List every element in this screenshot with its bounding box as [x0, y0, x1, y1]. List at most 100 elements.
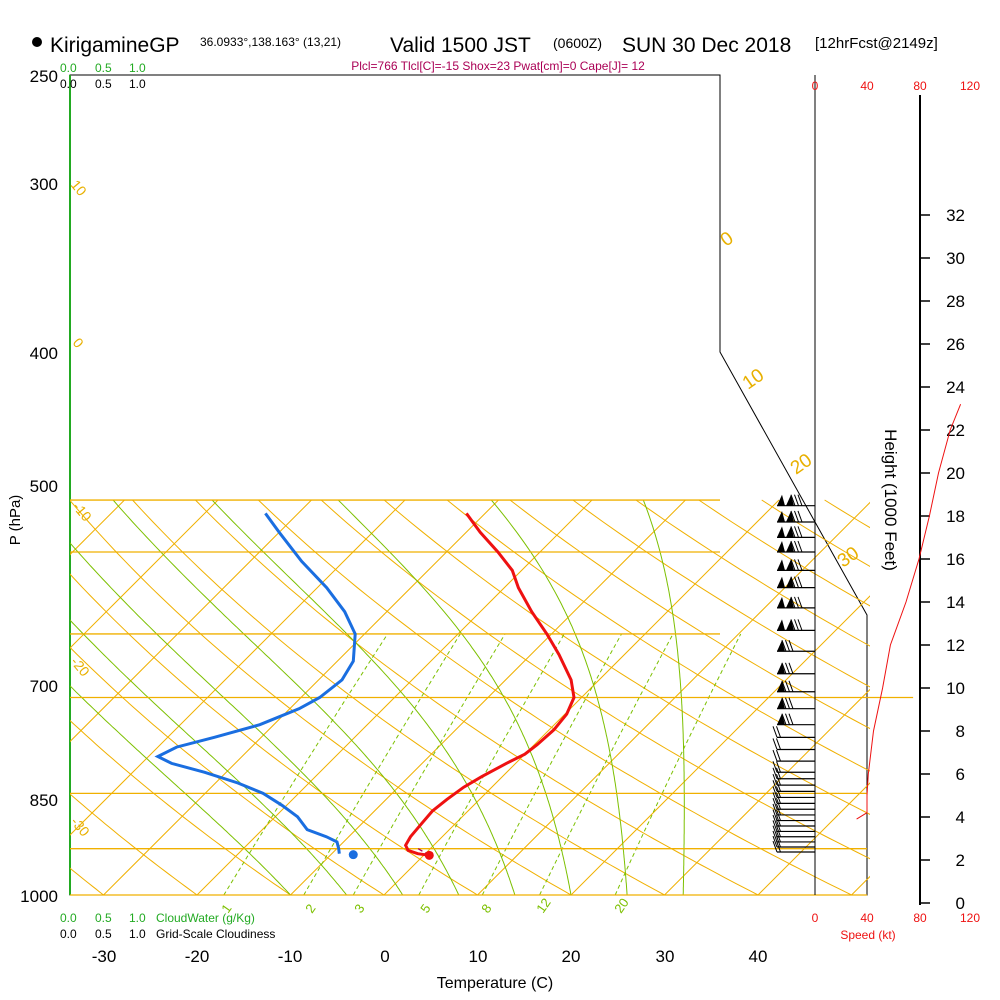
wind-barb-flag	[772, 773, 778, 786]
height-tick-label: 4	[956, 808, 965, 827]
wind-barb-flag	[776, 726, 781, 738]
wind-barb-pennant	[777, 526, 785, 538]
x-axis-label: Temperature (C)	[437, 975, 553, 992]
height-tick-label: 2	[956, 851, 965, 870]
wind-barb-flag	[776, 835, 781, 848]
wind-barb-flag	[776, 840, 781, 853]
wind-barb-flag	[772, 809, 778, 821]
wind-barb-flag	[776, 786, 781, 798]
wind-barb-flag	[772, 803, 778, 816]
wind-barb-flag	[772, 835, 778, 848]
wind-barb-flag	[776, 773, 781, 786]
temp-tick: 10	[469, 947, 488, 966]
wind-barb-flag	[790, 559, 796, 571]
height-tick-label: 26	[946, 335, 965, 354]
temp-tick: 0	[380, 947, 389, 966]
wind-barb-flag	[776, 809, 781, 821]
wind-barb-flag	[788, 640, 794, 652]
cloudwater-tick-top: 0.0	[60, 61, 77, 75]
speed-line	[856, 404, 962, 820]
cloudwater-tick-bottom: 1.0	[129, 911, 146, 925]
wind-barb-flag	[794, 619, 799, 631]
wind-barb-flag	[785, 662, 790, 674]
height-tick-label: 24	[946, 378, 965, 397]
pressure-tick: 400	[30, 344, 58, 363]
dewpoint-line	[154, 512, 357, 854]
dry-adiabat	[320, 499, 870, 860]
moist-adiabat	[490, 499, 628, 895]
mixing-label: 20	[611, 895, 632, 915]
wind-barb-pennant	[777, 697, 785, 709]
site-name: KirigamineGP	[50, 34, 180, 57]
plot-frame	[69, 74, 868, 896]
wind-barb-flag	[781, 713, 787, 725]
height-tick-label: 28	[946, 292, 965, 311]
wind-barb-flag	[772, 825, 778, 837]
wind-barb-flag	[781, 662, 787, 674]
mixing-label: 12	[533, 895, 554, 915]
isotherm-label: -10	[70, 499, 95, 525]
sounding-params: Plcl=766 Tlcl[C]=-15 Shox=23 Pwat[cm]=0 …	[351, 59, 645, 73]
speed-tick-top: 120	[960, 79, 980, 93]
cloudwater-label: CloudWater (g/Kg)	[156, 911, 255, 925]
wind-speed-profile	[856, 404, 962, 820]
wind-barbs	[772, 494, 815, 853]
wind-barb-flag	[797, 559, 803, 571]
cloudiness-tick-top: 1.0	[129, 77, 146, 91]
mixing-label: 8	[478, 901, 494, 916]
isotherm-label: -20	[68, 654, 93, 680]
wind-barb-flag	[776, 761, 781, 773]
dry-adiabat	[70, 646, 385, 895]
wind-barb-flag	[781, 640, 787, 652]
dry-adiabat	[383, 499, 870, 815]
temp-tick: 20	[562, 947, 581, 966]
mixing-ratio-line	[614, 633, 742, 895]
wind-barb-pennant	[786, 540, 794, 552]
height-tick-label: 18	[946, 507, 965, 526]
height-tick-label: 32	[946, 206, 965, 225]
wind-barb-flag	[785, 640, 790, 652]
height-tick-label: 10	[946, 679, 965, 698]
wind-barb-flag	[772, 798, 778, 810]
wind-barb-flag	[776, 798, 781, 810]
wind-barb-pennant	[777, 680, 785, 692]
wind-barb-flag	[772, 780, 778, 792]
isotherm-line	[0, 500, 31, 895]
zulu-time: (0600Z)	[553, 35, 602, 51]
cloudwater-tick-top: 0.5	[95, 61, 112, 75]
wind-barb-flag	[794, 510, 799, 523]
speed-tick-bottom: 120	[960, 911, 980, 925]
cloudiness-tick-top: 0.5	[95, 77, 112, 91]
mixing-ratio-lines	[223, 633, 742, 895]
wind-barb-pennant	[777, 619, 785, 631]
wind-barb-flag	[776, 814, 781, 827]
cloudiness-label: Grid-Scale Cloudiness	[156, 927, 275, 941]
temp-tick: -20	[185, 947, 210, 966]
wind-barb-flag	[794, 596, 799, 609]
wind-barb-pennant	[786, 619, 794, 631]
mixing-ratio-line	[223, 633, 389, 895]
wind-barb-flag	[772, 820, 778, 832]
pressure-tick: 850	[30, 791, 58, 810]
speed-tick-bottom: 0	[812, 911, 819, 925]
wind-barb-flag	[794, 540, 799, 553]
cloudiness-tick-bottom: 0.5	[95, 927, 112, 941]
isobar-lines	[70, 499, 914, 896]
dry-adiabat	[132, 499, 666, 895]
moist-adiabat	[337, 499, 572, 895]
wind-barb-flag	[776, 749, 781, 762]
wind-barb-pennant	[786, 559, 794, 571]
wind-barb-flag	[772, 738, 778, 750]
dry-adiabat	[70, 719, 292, 895]
wind-barb-pennant	[786, 494, 794, 506]
dry-adiabat	[195, 499, 760, 895]
wind-barb-flag	[785, 680, 790, 692]
moist-adiabat	[70, 619, 347, 895]
wind-barb-flag	[794, 559, 799, 571]
wind-barb-flag	[772, 840, 778, 853]
isotherm-label: 10	[739, 365, 768, 394]
wind-barb-flag	[772, 749, 778, 762]
wind-barb-flag	[772, 830, 778, 843]
isotherm-label: 10	[68, 177, 90, 199]
wind-barb-flag	[797, 494, 803, 506]
